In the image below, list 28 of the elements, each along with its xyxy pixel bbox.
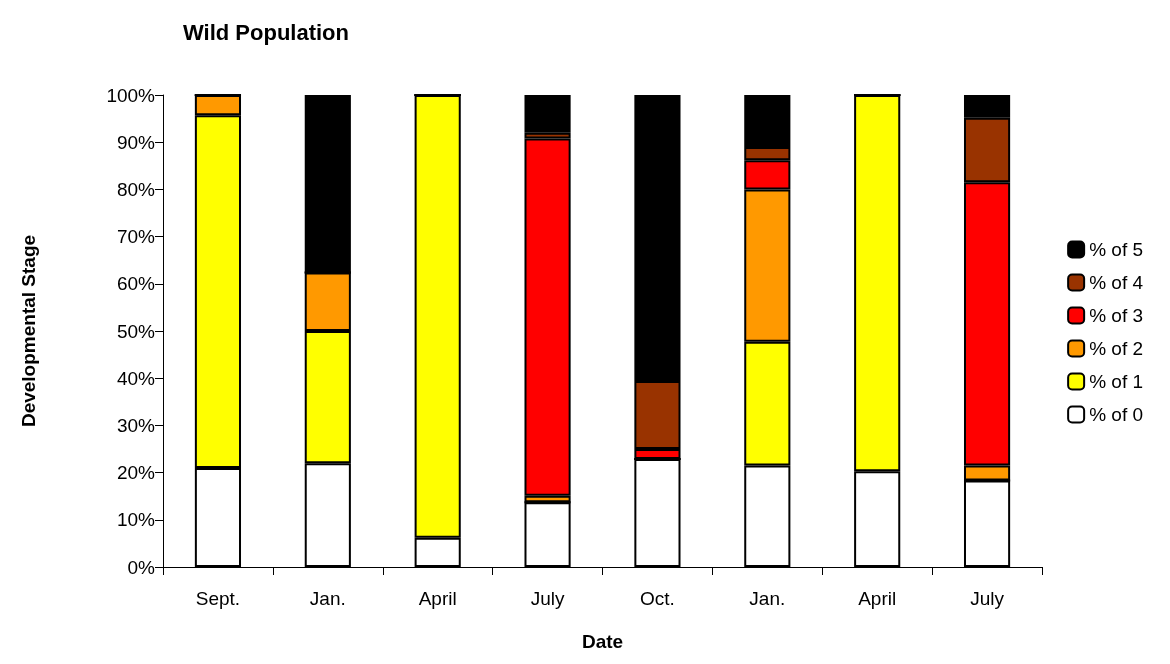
y-tick-label: 60% (116, 273, 156, 295)
legend-label: % of 1 (1089, 371, 1144, 392)
x-tick-label: Oct. (640, 588, 675, 609)
y-tick-label: 100% (106, 84, 156, 106)
legend-label: % of 3 (1089, 305, 1144, 326)
x-tick-label: Jan. (749, 588, 786, 609)
y-tick-label: 10% (116, 509, 156, 531)
y-tick-label: 0% (127, 556, 156, 578)
y-tick-label: 20% (116, 462, 156, 484)
y-tick-label: 90% (116, 131, 156, 153)
y-tick-label: 50% (116, 320, 156, 342)
x-tick-label: April (418, 588, 457, 609)
chart-title: Wild Population (183, 19, 349, 45)
y-tick-label: 80% (116, 178, 156, 200)
y-axis-title: Developmental Stage (18, 234, 39, 428)
legend-label: % of 4 (1089, 272, 1144, 293)
legend-label: % of 5 (1089, 239, 1144, 260)
legend-label: % of 0 (1089, 404, 1144, 425)
x-axis-title: Date (581, 631, 624, 652)
x-tick-label: April (858, 588, 897, 609)
x-tick-label: July (530, 588, 565, 609)
y-tick-label: 30% (116, 414, 156, 436)
x-tick-label: July (970, 588, 1005, 609)
legend-label: % of 2 (1089, 338, 1144, 359)
y-tick-label: 40% (116, 367, 156, 389)
x-tick-label: Sept. (195, 588, 241, 609)
x-tick-label: Jan. (309, 588, 346, 609)
y-tick-label: 70% (116, 226, 156, 248)
